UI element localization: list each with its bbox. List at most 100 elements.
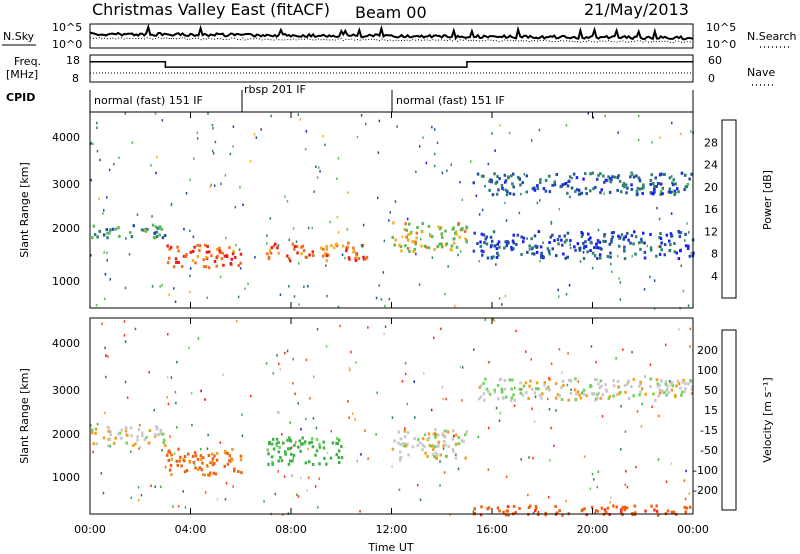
echo-cell — [421, 448, 424, 452]
beam-label: Beam 00 — [355, 3, 427, 22]
echo-cell — [432, 432, 436, 436]
echo-cell — [329, 220, 331, 224]
echo-cell — [494, 181, 498, 185]
echo-cell — [548, 388, 551, 392]
echo-cell — [316, 176, 319, 179]
echo-cell — [515, 243, 518, 246]
echo-cell — [401, 235, 404, 238]
echo-cell — [653, 279, 656, 282]
echo-cell — [439, 453, 442, 457]
echo-cell — [194, 454, 198, 458]
echo-cell — [172, 505, 174, 508]
echo-cell — [145, 436, 148, 440]
echo-cell — [109, 445, 111, 448]
echo-cell — [203, 265, 206, 269]
echo-cell — [155, 235, 159, 238]
echo-cell — [589, 249, 592, 252]
echo-cell — [643, 241, 646, 245]
echo-cell — [502, 510, 505, 514]
echo-cell — [672, 178, 675, 182]
echo-cell — [311, 445, 315, 449]
echo-cell — [169, 245, 173, 249]
echo-cell — [485, 387, 489, 391]
echo-cell — [407, 233, 410, 236]
echo-cell — [102, 436, 106, 440]
echo-cell — [170, 473, 173, 477]
power-ylabel: Slant Range [km] — [18, 162, 31, 258]
echo-cell — [150, 484, 152, 488]
echo-cell — [394, 238, 397, 242]
echo-cell — [194, 466, 197, 470]
echo-cell — [579, 246, 582, 250]
echo-cell — [226, 462, 230, 466]
echo-cell — [472, 249, 476, 253]
echo-cell — [570, 388, 572, 391]
echo-cell — [665, 480, 668, 484]
echo-cell — [569, 380, 572, 383]
echo-cell — [447, 444, 450, 448]
echo-cell — [595, 361, 597, 364]
echo-cell — [297, 402, 299, 405]
echo-cell — [109, 228, 112, 232]
echo-cell — [503, 379, 507, 383]
echo-cell — [222, 373, 224, 377]
echo-cell — [690, 251, 692, 255]
echo-cell — [137, 486, 140, 489]
echo-cell — [367, 326, 369, 329]
echo-cell — [560, 238, 563, 242]
echo-cell — [213, 454, 216, 458]
echo-cell — [298, 439, 301, 443]
echo-cell — [649, 377, 652, 381]
echo-cell — [418, 145, 421, 148]
echo-cell — [612, 394, 615, 398]
echo-cell — [431, 256, 434, 259]
echo-cell — [267, 452, 270, 456]
xtick-label: 00:00 — [74, 523, 106, 536]
echo-cell — [651, 141, 653, 144]
echo-cell — [684, 387, 687, 391]
echo-cell — [359, 509, 361, 513]
echo-cell — [172, 265, 176, 269]
echo-cell — [481, 253, 484, 257]
echo-cell — [329, 456, 333, 460]
echo-cell — [601, 393, 605, 397]
echo-cell — [561, 371, 563, 375]
xtick-label: 04:00 — [175, 523, 207, 536]
echo-cell — [603, 180, 606, 184]
echo-cell — [599, 172, 602, 176]
echo-cell — [423, 244, 427, 248]
echo-cell — [452, 237, 455, 241]
echo-cell — [272, 447, 276, 451]
echo-cell — [352, 250, 355, 254]
echo-cell — [627, 397, 631, 401]
echo-cell — [272, 437, 275, 441]
echo-cell — [318, 477, 321, 480]
echo-cell — [98, 197, 100, 200]
colorbar-tick: 20 — [704, 181, 718, 194]
echo-cell — [341, 244, 345, 248]
echo-cell — [690, 392, 694, 395]
echo-cell — [565, 238, 568, 242]
echo-cell — [575, 392, 578, 396]
echo-cell — [460, 250, 462, 253]
echo-cell — [527, 396, 530, 400]
echo-cell — [494, 149, 496, 152]
echo-cell — [535, 250, 539, 254]
echo-cell — [619, 390, 622, 394]
echo-cell — [288, 447, 292, 451]
echo-cell — [109, 430, 112, 434]
echo-cell — [107, 437, 110, 441]
echo-cell — [152, 235, 156, 239]
echo-cell — [525, 190, 528, 194]
echo-cell — [360, 453, 362, 456]
echo-cell — [455, 442, 458, 446]
echo-cell — [661, 389, 664, 393]
echo-cell — [596, 392, 599, 396]
echo-cell — [673, 189, 676, 193]
echo-cell — [682, 378, 685, 382]
echo-cell — [123, 334, 126, 337]
echo-cell — [658, 252, 662, 256]
echo-cell — [595, 242, 598, 246]
echo-cell — [193, 451, 197, 455]
echo-cell — [655, 504, 658, 508]
